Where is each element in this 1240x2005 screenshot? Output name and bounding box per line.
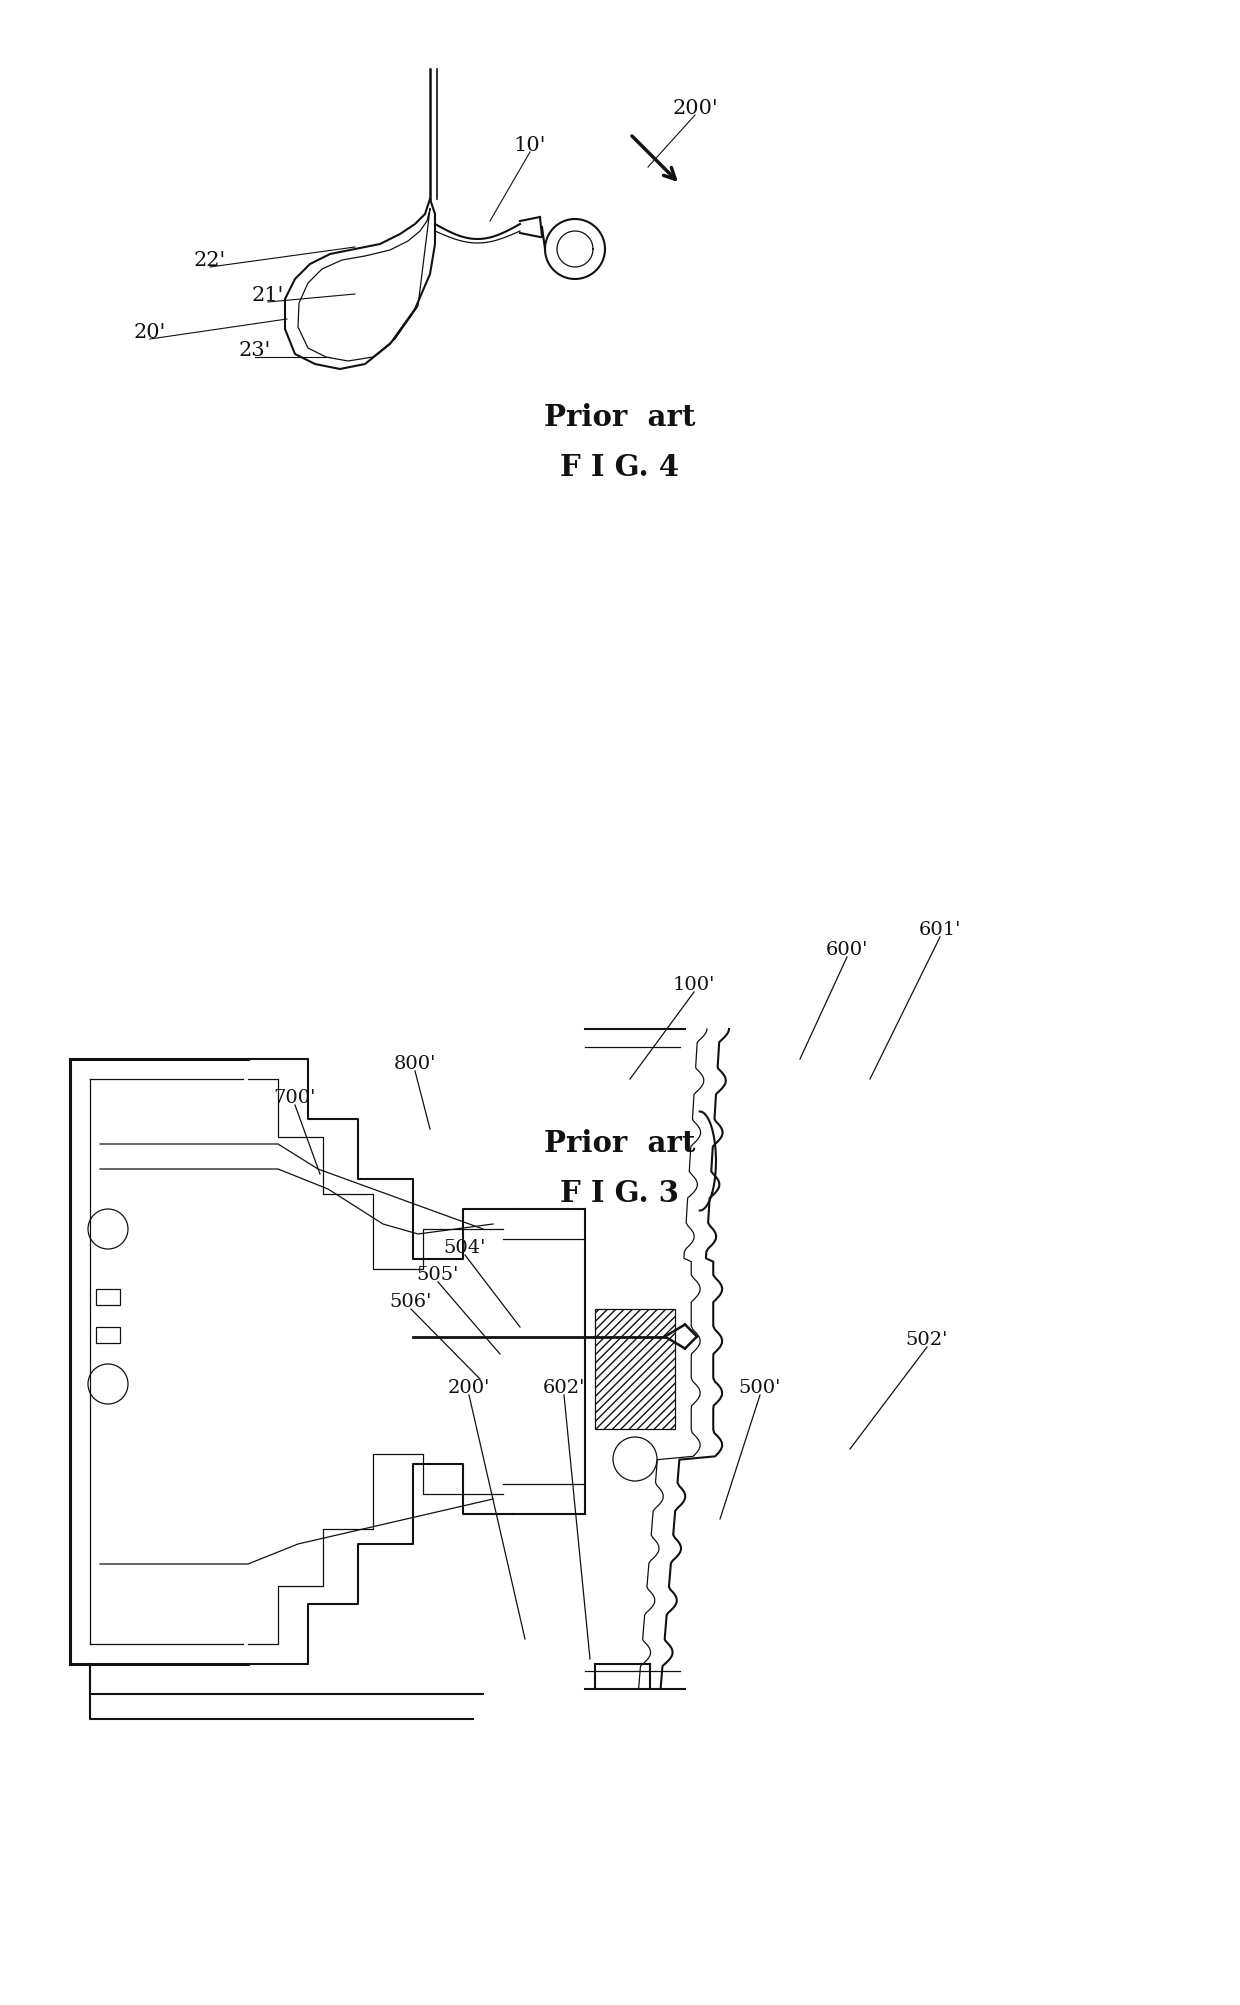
Text: 505': 505' [417, 1265, 459, 1283]
Text: 600': 600' [826, 940, 868, 958]
Text: 500': 500' [739, 1377, 781, 1395]
Text: 20': 20' [134, 323, 166, 341]
Text: 23': 23' [239, 341, 272, 359]
Bar [95, 1327, 120, 1343]
Text: 200': 200' [448, 1377, 490, 1395]
Text: 601': 601' [919, 920, 961, 938]
Text: 602': 602' [543, 1377, 585, 1395]
Text: 21': 21' [252, 285, 284, 305]
Text: 506': 506' [389, 1293, 433, 1311]
Text: 502': 502' [905, 1331, 949, 1347]
Text: 22': 22' [193, 251, 226, 269]
Text: 100': 100' [673, 976, 715, 994]
Text: 10': 10' [513, 136, 547, 154]
Text: 800': 800' [394, 1055, 436, 1073]
Text: F I G. 4: F I G. 4 [560, 453, 680, 481]
Text: 504': 504' [444, 1239, 486, 1257]
Bar [595, 1309, 675, 1430]
Bar [95, 1289, 120, 1305]
Text: Prior  art: Prior art [544, 403, 696, 431]
Text: F I G. 3: F I G. 3 [560, 1179, 680, 1207]
Text: 200': 200' [672, 98, 718, 118]
Text: Prior  art: Prior art [544, 1129, 696, 1157]
Text: 700': 700' [274, 1089, 316, 1107]
